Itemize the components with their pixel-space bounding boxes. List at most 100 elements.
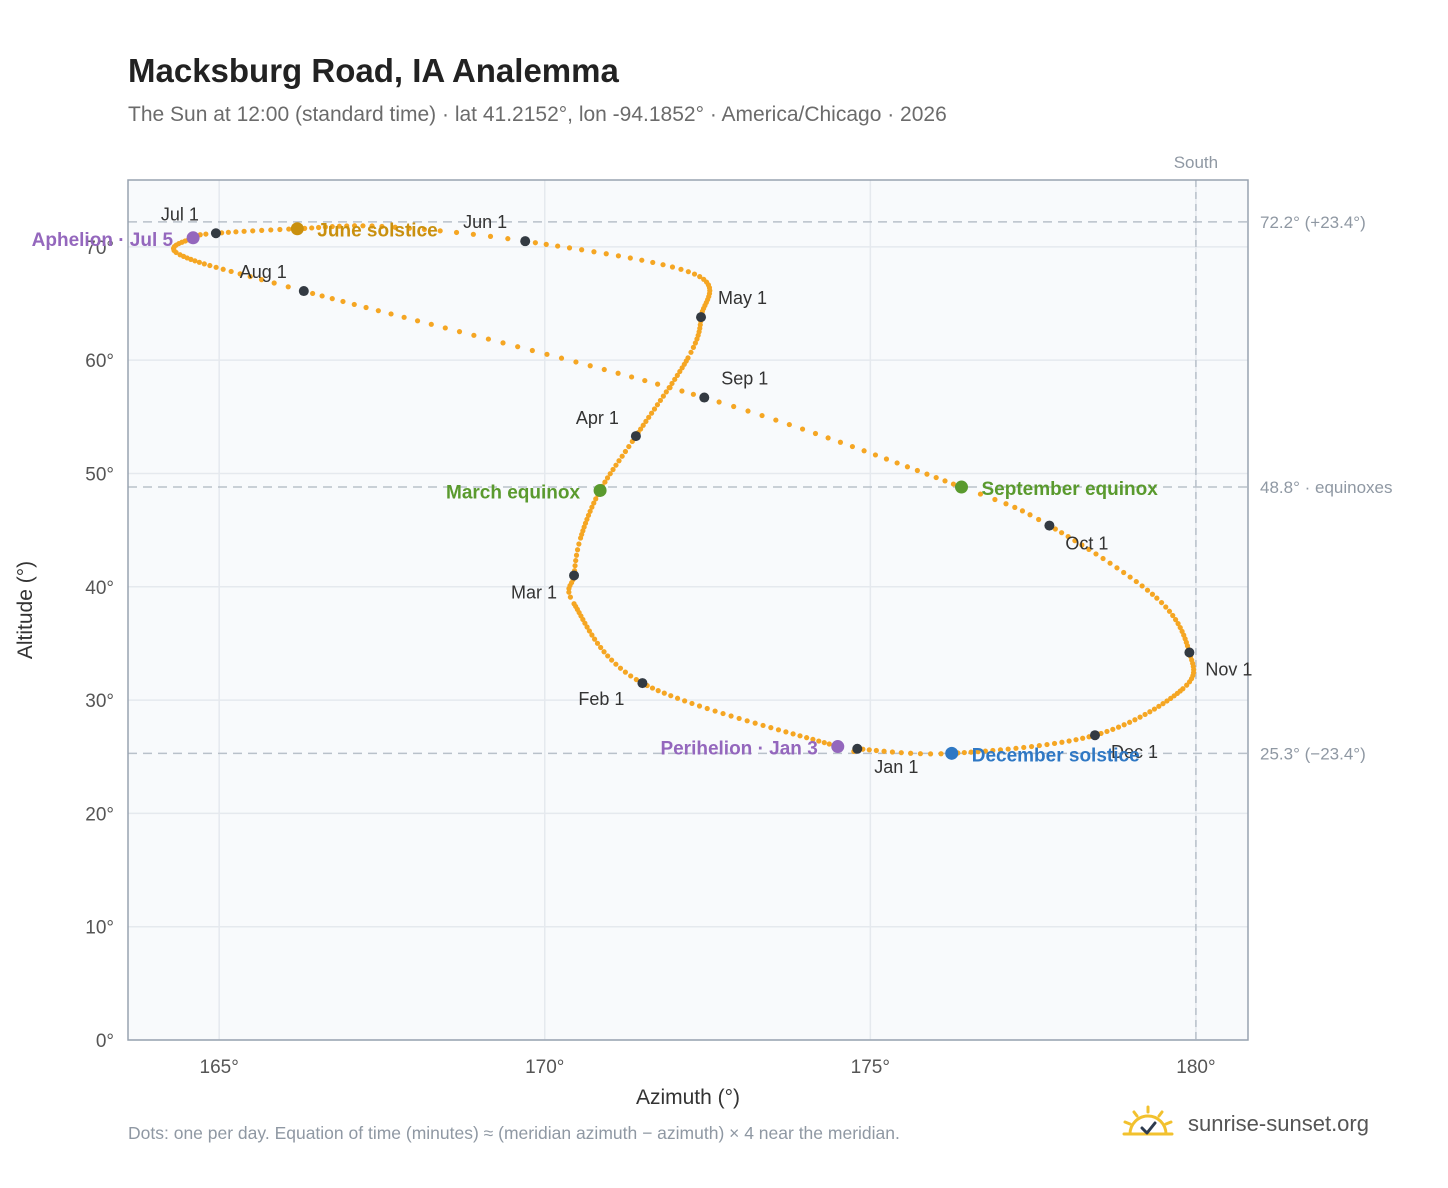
daily-sun-dot xyxy=(586,628,592,634)
y-tick-label: 40° xyxy=(85,578,114,599)
month-label: Apr 1 xyxy=(576,408,619,428)
daily-sun-dot xyxy=(567,594,574,600)
daily-sun-dot xyxy=(203,231,209,237)
daily-sun-dot xyxy=(319,293,325,299)
daily-sun-dot xyxy=(604,475,611,481)
daily-sun-dot xyxy=(649,685,656,691)
month-marker xyxy=(852,743,863,754)
daily-sun-dot xyxy=(603,251,609,257)
daily-sun-dot xyxy=(453,229,460,236)
daily-sun-dot xyxy=(271,280,277,286)
daily-sun-dot xyxy=(259,227,265,233)
month-marker xyxy=(569,570,580,581)
daily-sun-dot xyxy=(442,325,448,331)
daily-sun-dot xyxy=(908,750,914,756)
daily-sun-dot xyxy=(1160,701,1166,707)
daily-sun-dot xyxy=(602,479,608,485)
x-tick-label: 175° xyxy=(851,1057,890,1078)
daily-sun-dot xyxy=(942,478,948,484)
daily-sun-dot xyxy=(638,426,644,432)
daily-sun-dot xyxy=(677,368,683,375)
x-tick-label: 165° xyxy=(200,1057,239,1078)
daily-sun-dot xyxy=(797,733,803,739)
daily-sun-dot xyxy=(1100,555,1106,562)
event-marker xyxy=(290,222,304,236)
daily-sun-dot xyxy=(428,321,434,327)
event-marker xyxy=(945,746,959,760)
daily-sun-dot xyxy=(437,228,443,234)
daily-sun-dot xyxy=(1154,595,1160,601)
daily-sun-dot xyxy=(392,224,398,230)
daily-sun-dot xyxy=(487,233,494,239)
daily-sun-dot xyxy=(1170,612,1176,619)
daily-sun-dot xyxy=(573,359,579,365)
daily-sun-dot xyxy=(1027,512,1033,518)
month-marker xyxy=(1044,520,1055,531)
daily-sun-dot xyxy=(626,443,632,450)
daily-sun-dot xyxy=(591,249,597,255)
daily-sun-dot xyxy=(1044,741,1050,748)
daily-sun-dot xyxy=(812,430,819,437)
daily-sun-dot xyxy=(485,336,492,342)
daily-sun-dot xyxy=(587,363,593,369)
month-marker xyxy=(637,678,648,689)
daily-sun-dot xyxy=(657,397,664,404)
daily-sun-dot xyxy=(669,264,676,270)
daily-sun-dot xyxy=(589,632,595,638)
y-tick-label: 0° xyxy=(96,1031,114,1052)
daily-sun-dot xyxy=(1132,717,1138,723)
daily-sun-dot xyxy=(690,391,696,397)
daily-sun-dot xyxy=(837,439,844,445)
daily-sun-dot xyxy=(783,729,789,735)
daily-sun-dot xyxy=(1107,560,1113,566)
daily-sun-dot xyxy=(1166,608,1173,614)
daily-sun-dot xyxy=(654,402,661,408)
month-label: Oct 1 xyxy=(1065,534,1108,554)
daily-sun-dot xyxy=(696,703,703,709)
month-marker xyxy=(1089,730,1100,741)
daily-sun-dot xyxy=(566,245,573,251)
daily-sun-dot xyxy=(233,229,239,235)
daily-sun-dot xyxy=(582,520,589,526)
month-marker xyxy=(630,431,641,442)
month-label: May 1 xyxy=(718,288,767,308)
daily-sun-dot xyxy=(401,314,407,320)
daily-sun-dot xyxy=(810,736,816,743)
daily-sun-dot xyxy=(192,258,198,264)
daily-sun-dot xyxy=(1013,745,1019,751)
month-label: Nov 1 xyxy=(1205,659,1252,679)
daily-sun-dot xyxy=(697,274,703,280)
daily-sun-dot xyxy=(615,253,622,259)
month-marker xyxy=(520,236,531,247)
daily-sun-dot xyxy=(1036,742,1042,749)
daily-sun-dot xyxy=(678,266,684,272)
daily-sun-dot xyxy=(744,718,750,724)
x-tick-label: 170° xyxy=(525,1057,564,1078)
daily-sun-dot xyxy=(613,661,619,667)
brand-link[interactable]: sunrise-sunset.org xyxy=(1120,1100,1369,1148)
daily-sun-dot xyxy=(1133,578,1139,585)
daily-sun-dot xyxy=(573,557,579,564)
daily-sun-dot xyxy=(927,751,934,757)
event-marker xyxy=(831,740,845,754)
month-marker xyxy=(696,312,707,323)
daily-sun-dot xyxy=(619,453,625,459)
daily-sun-dot xyxy=(639,257,645,263)
daily-sun-dot xyxy=(689,700,695,707)
daily-sun-dot xyxy=(866,747,872,753)
daily-sun-dot xyxy=(616,458,622,464)
daily-sun-dot xyxy=(369,223,375,229)
daily-sun-dot xyxy=(601,366,607,373)
daily-sun-dot xyxy=(220,266,226,272)
daily-sun-dot xyxy=(532,240,538,246)
daily-sun-dot xyxy=(1003,501,1009,507)
daily-sun-dot xyxy=(914,467,920,474)
reference-label: 72.2° (+23.4°) xyxy=(1260,213,1366,232)
daily-sun-dot xyxy=(421,226,427,233)
daily-sun-dot xyxy=(1114,565,1120,571)
daily-sun-dot xyxy=(775,727,782,733)
daily-sun-dot xyxy=(250,228,256,234)
daily-sun-dot xyxy=(679,388,685,394)
daily-sun-dot xyxy=(351,223,358,229)
